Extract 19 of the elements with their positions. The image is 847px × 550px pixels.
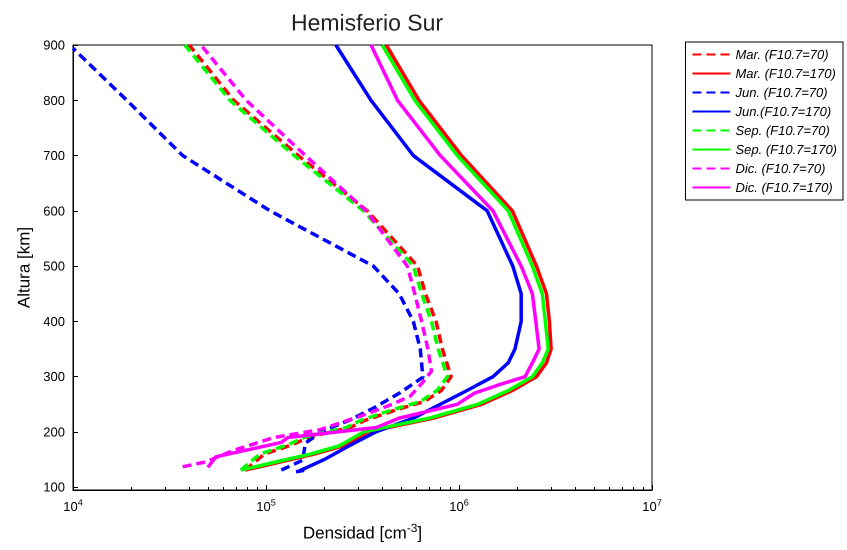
legend-label: Jun. (F10.7=70)	[734, 85, 828, 100]
y-tick-label: 100	[43, 480, 65, 495]
y-tick-label: 400	[43, 314, 65, 329]
y-tick-label: 800	[43, 92, 65, 108]
y-tick-label: 500	[43, 258, 65, 274]
legend-label: Mar. (F10.7=70)	[735, 47, 829, 62]
chart-title: Hemisferio Sur	[290, 10, 444, 36]
y-tick-label: 600	[43, 203, 65, 218]
legend-label: Sep. (F10.7=170)	[735, 142, 838, 157]
legend-label: Dic. (F10.7=70)	[735, 161, 826, 176]
y-tick-label: 900	[43, 38, 65, 52]
y-tick-label: 300	[43, 369, 65, 384]
legend-label: Mar. (F10.7=170)	[735, 66, 836, 81]
legend-label: Jun.(F10.7=170)	[734, 104, 832, 119]
y-tick-label: 700	[43, 148, 65, 164]
y-tick-label: 200	[43, 424, 65, 440]
legend-label: Dic. (F10.7=170)	[735, 180, 833, 195]
y-axis-title: Altura [km]	[14, 226, 34, 308]
legend-label: Sep. (F10.7=70)	[735, 123, 830, 138]
